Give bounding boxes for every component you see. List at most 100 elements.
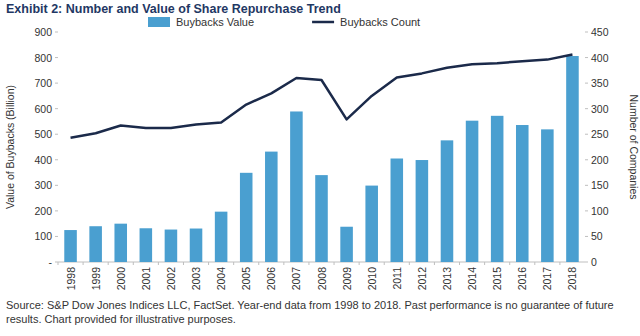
x-tick	[359, 262, 360, 265]
bar	[566, 56, 579, 262]
x-tick	[108, 262, 109, 265]
x-tick-label: 2007	[290, 267, 302, 291]
x-tick	[559, 262, 560, 265]
x-tick	[283, 262, 284, 265]
x-tick	[484, 262, 485, 265]
y2-tick-label: 100	[591, 205, 609, 217]
y2-tick-label: 50	[591, 230, 603, 242]
bar	[466, 121, 479, 262]
y2-tick-label: 300	[591, 103, 609, 115]
y2-tick	[585, 159, 588, 160]
y-tick-label: 500	[34, 128, 52, 140]
x-tick-label: 2005	[240, 267, 252, 291]
x-tick	[334, 262, 335, 265]
x-tick	[434, 262, 435, 265]
x-tick-label: 2002	[165, 267, 177, 291]
y-tick-label: -	[49, 256, 53, 268]
x-tick-label: 2017	[541, 267, 553, 291]
x-tick-label: 2001	[140, 267, 152, 291]
y2-tick	[585, 210, 588, 211]
x-tick-label: 2012	[416, 267, 428, 291]
y-tick-label: 100	[34, 230, 52, 242]
bar	[441, 140, 454, 262]
x-tick	[409, 262, 410, 265]
y2-tick-label: 350	[591, 77, 609, 89]
bar	[491, 116, 504, 262]
x-tick-label: 2010	[366, 267, 378, 291]
bar	[190, 229, 203, 262]
bar	[365, 186, 378, 262]
bar	[165, 230, 178, 262]
bar	[391, 159, 404, 263]
y2-tick	[585, 57, 588, 58]
x-tick-label: 2014	[466, 267, 478, 291]
y-tick	[55, 236, 58, 237]
y-tick-label: 400	[34, 154, 52, 166]
bar	[290, 111, 303, 262]
y2-axis-label: Number of Companies	[628, 94, 640, 199]
x-tick	[258, 262, 259, 265]
x-tick	[233, 262, 234, 265]
bar	[64, 230, 77, 262]
x-tick	[83, 262, 84, 265]
y-tick	[55, 210, 58, 211]
legend-swatch	[312, 21, 334, 24]
y-tick	[55, 185, 58, 186]
x-tick	[534, 262, 535, 265]
x-tick	[208, 262, 209, 265]
bar	[114, 224, 127, 262]
bar	[215, 212, 228, 262]
x-tick	[459, 262, 460, 265]
x-tick-label: 2009	[341, 267, 353, 291]
x-tick	[384, 262, 385, 265]
x-tick	[183, 262, 184, 265]
x-tick	[509, 262, 510, 265]
y2-tick-label: 0	[591, 256, 597, 268]
y-tick-label: 300	[34, 179, 52, 191]
bar	[265, 152, 278, 262]
y-tick-label: 800	[34, 52, 52, 64]
x-tick-label: 2016	[516, 267, 528, 291]
y-tick-label: 900	[34, 26, 52, 38]
y-tick	[55, 57, 58, 58]
y-tick-label: 200	[34, 205, 52, 217]
legend: Buybacks ValueBuybacks Count	[148, 16, 420, 28]
y2-tick-label: 150	[591, 179, 609, 191]
bar	[315, 175, 328, 262]
x-tick	[308, 262, 309, 265]
x-tick	[133, 262, 134, 265]
legend-swatch	[148, 17, 170, 27]
x-tick-label: 2011	[391, 267, 403, 290]
y2-tick-label: 250	[591, 128, 609, 140]
x-tick-label: 2018	[566, 267, 578, 291]
x-tick-label: 2006	[265, 267, 277, 291]
y2-tick-label: 200	[591, 154, 609, 166]
x-tick-label: 2015	[491, 267, 503, 291]
y2-tick	[585, 236, 588, 237]
bar	[516, 125, 529, 262]
x-tick-label: 2000	[115, 267, 127, 291]
x-tick-label: 2008	[316, 267, 328, 291]
y2-tick	[585, 134, 588, 135]
x-tick	[58, 262, 59, 265]
x-tick-label: 1999	[90, 267, 102, 291]
y-tick	[55, 108, 58, 109]
x-tick	[158, 262, 159, 265]
y2-tick	[585, 262, 588, 263]
legend-label: Buybacks Count	[340, 16, 420, 28]
source-note: Source: S&P Dow Jones Indices LLC, FactS…	[6, 298, 634, 326]
y-tick-label: 700	[34, 77, 52, 89]
bar	[240, 173, 253, 262]
y2-tick	[585, 108, 588, 109]
x-tick-label: 2003	[190, 267, 202, 291]
x-tick-label: 2013	[441, 267, 453, 291]
y-tick	[55, 83, 58, 84]
y2-tick	[585, 32, 588, 33]
y2-tick	[585, 185, 588, 186]
y2-tick-label: 400	[591, 52, 609, 64]
y2-tick	[585, 83, 588, 84]
x-tick-label: 1998	[65, 267, 77, 291]
y-axis-label: Value of Buybacks (Billion)	[4, 85, 16, 209]
y2-tick-label: 450	[591, 26, 609, 38]
plot-area	[64, 54, 578, 262]
